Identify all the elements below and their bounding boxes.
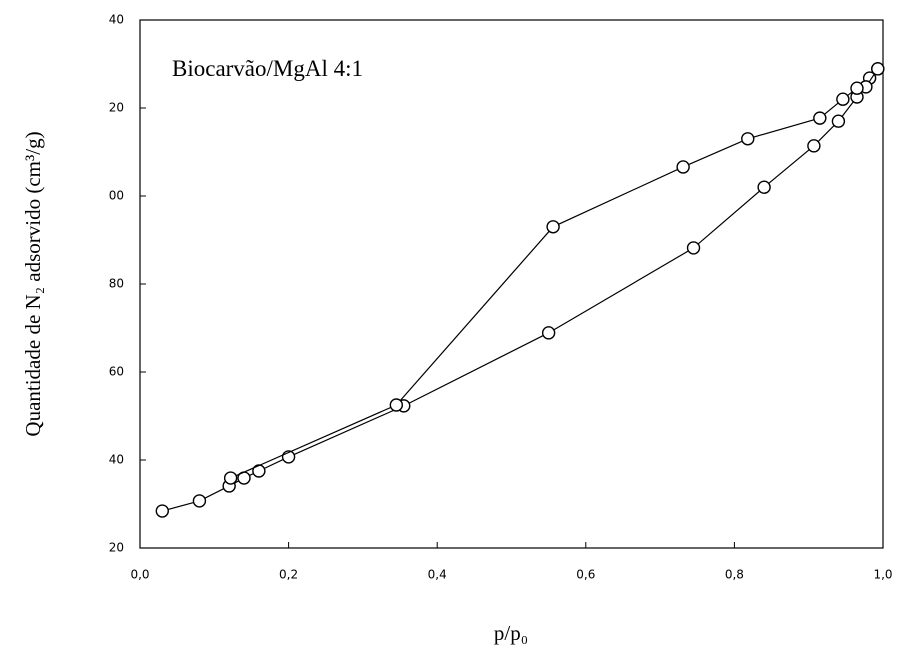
data-point	[757, 180, 771, 194]
x-tick-label: 0,4	[428, 568, 447, 582]
data-point	[389, 398, 404, 412]
x-tick-label: 1,0	[873, 568, 892, 582]
series-line	[230, 68, 879, 479]
data-point	[831, 114, 846, 128]
annotation: Biocarvão/MgAl 4:1	[172, 56, 363, 81]
data-point	[546, 220, 560, 234]
data-point	[676, 160, 690, 174]
data-point	[836, 92, 850, 106]
data-point	[850, 81, 864, 95]
series-line	[162, 68, 879, 512]
data-point	[541, 326, 556, 340]
y-tick-label: 00	[109, 189, 124, 203]
y-tick-label: 20	[109, 101, 124, 115]
data-point	[155, 504, 169, 518]
x-tick-label: 0,8	[725, 568, 744, 582]
data-point	[741, 132, 755, 146]
y-tick-label: 60	[109, 365, 124, 379]
data-point	[813, 111, 827, 125]
data-point	[686, 241, 701, 255]
data-point	[192, 494, 207, 508]
data-point	[871, 62, 885, 76]
data-point	[807, 139, 821, 153]
y-tick-label: 20	[109, 541, 124, 555]
x-tick-label: 0,6	[576, 568, 595, 582]
y-tick-label: 40	[109, 453, 124, 467]
x-tick-label: 0,2	[279, 568, 298, 582]
x-axis-title: p/p₀	[494, 621, 528, 645]
x-tick-label: 0,0	[130, 568, 149, 582]
y-tick-label: 40	[109, 13, 124, 27]
y-tick-label: 80	[109, 277, 124, 291]
data-point	[223, 471, 238, 485]
y-axis-title: Quantidade de N₂ adsorvido (cm³/g)	[21, 131, 45, 436]
